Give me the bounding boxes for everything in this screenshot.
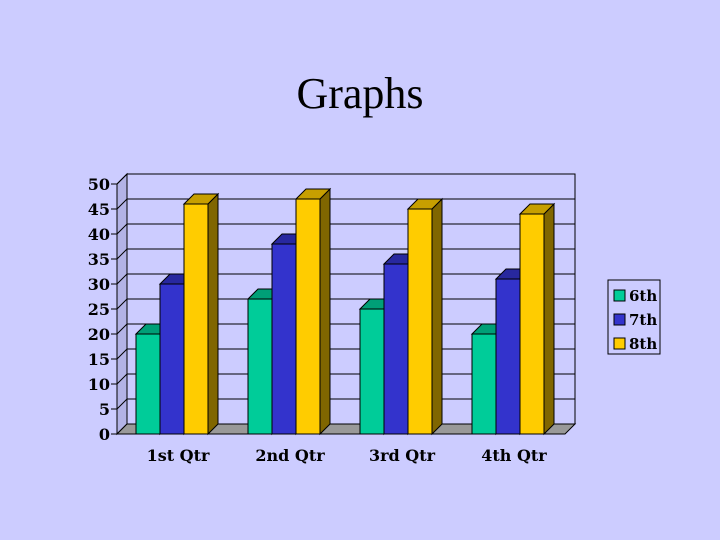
bar-front (271, 243, 297, 435)
bar-front (495, 278, 521, 435)
bar (518, 202, 556, 436)
y-tick-label: 30 (88, 275, 110, 294)
y-tick-label: 15 (88, 350, 110, 369)
y-tick-label: 35 (88, 250, 110, 269)
bar-front (183, 203, 209, 435)
y-tick-label: 45 (88, 200, 110, 219)
bar-side (207, 192, 219, 436)
chart-bars (134, 187, 556, 436)
bar-front (407, 208, 433, 435)
y-axis-ticks: 0 5 10 15 20 25 30 35 40 45 50 (88, 175, 117, 444)
chart-legend: 6th 7th 8th (607, 279, 661, 355)
bar-front (519, 213, 545, 435)
x-axis-ticks: 1st Qtr 2nd Qtr 3rd Qtr 4th Qtr (147, 446, 548, 465)
slide-title: Graphs (296, 69, 424, 118)
x-tick-label: 4th Qtr (481, 446, 547, 465)
y-tick-label: 10 (88, 375, 110, 394)
legend-swatch (613, 337, 626, 350)
y-tick-label: 5 (99, 400, 110, 419)
legend-swatch (613, 289, 626, 302)
bar-side (543, 202, 555, 436)
bar-front (295, 198, 321, 435)
bar (182, 192, 220, 436)
y-tick-label: 25 (88, 300, 110, 319)
bar-front (247, 298, 273, 435)
bar (406, 197, 444, 436)
y-tick-label: 20 (88, 325, 110, 344)
bar-side (431, 197, 443, 436)
x-tick-label: 2nd Qtr (255, 446, 325, 465)
bar-side (319, 187, 331, 436)
y-tick-label: 0 (99, 425, 110, 444)
x-tick-label: 1st Qtr (147, 446, 210, 465)
bar-front (159, 283, 185, 435)
y-tick-label: 50 (88, 175, 110, 194)
y-tick-label: 40 (88, 225, 110, 244)
bar (294, 187, 332, 436)
bar-front (471, 333, 497, 435)
gridline (116, 173, 575, 185)
bar-front (359, 308, 385, 435)
bar-front (135, 333, 161, 435)
x-tick-label: 3rd Qtr (369, 446, 436, 465)
legend-label: 6th (629, 287, 657, 305)
legend-label: 7th (629, 311, 657, 329)
legend-label: 8th (629, 335, 657, 353)
bar-front (383, 263, 409, 435)
legend-swatch (613, 313, 626, 326)
